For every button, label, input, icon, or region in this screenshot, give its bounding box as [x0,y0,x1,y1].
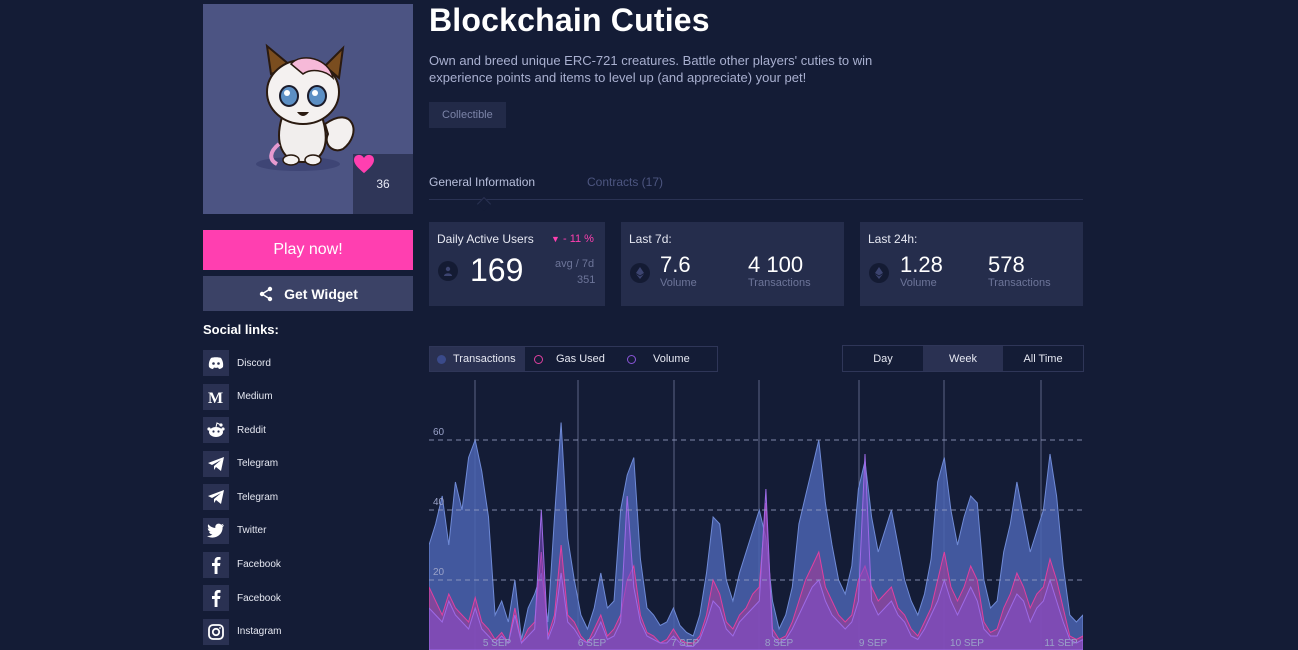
facebook-icon [203,585,229,612]
x-tick-label: 9 SEP [859,638,888,649]
range-all-time-button[interactable]: All Time [1023,352,1063,365]
last-24h-transactions-label: Transactions [988,277,1051,289]
trend-down-icon: ▼ [551,234,560,244]
social-link-telegram[interactable]: Telegram [203,450,281,477]
social-link-label: Facebook [237,592,281,604]
social-link-facebook[interactable]: Facebook [203,585,281,612]
social-link-label: Discord [237,357,271,369]
dau-avg-value: 351 [577,274,596,286]
social-link-telegram[interactable]: Telegram [203,484,281,511]
favorite-button[interactable]: 36 [353,154,413,214]
get-widget-button[interactable]: Get Widget [203,276,413,311]
activity-chart[interactable]: 20 40 60 5 SEP 6 SEP 7 SEP 8 SEP 9 SEP 10 SEP 11 … [429,380,1083,650]
game-description: Own and breed unique ERC-721 creatures. … [429,53,873,85]
facebook-icon [203,551,229,578]
x-tick-label: 6 SEP [578,638,607,649]
range-week-button[interactable]: Week [923,346,1003,371]
x-tick-label: 10 SEP [950,638,984,649]
social-links-heading: Social links: [203,322,279,337]
medium-icon: M [203,383,229,410]
twitter-icon [203,517,229,544]
series-area-volume [429,453,1083,650]
legend-label: Gas Used [556,353,605,365]
legend-gas-used-toggle[interactable]: Gas Used [527,347,605,371]
series-area-transactions [429,422,1083,650]
user-icon [438,261,458,281]
legend-label: Volume [653,353,690,365]
svg-text:M: M [208,390,223,404]
legend-label: Transactions [453,353,516,365]
dau-trend: ▼ - 11 % [551,233,594,245]
reddit-icon [203,417,229,444]
volume-dot-icon [627,354,636,364]
dau-value: 169 [470,252,524,288]
active-tab-indicator [476,196,492,212]
transactions-dot-icon [437,354,446,364]
telegram-icon [203,484,229,511]
y-tick-label: 40 [433,497,445,508]
chart-legend: Transactions Gas Used Volume [429,346,718,372]
last-24h-card: Last 24h: 1.28 Volume 578 Transactions [860,222,1083,306]
social-link-label: Instagram [237,626,282,638]
x-tick-label: 8 SEP [765,638,794,649]
daily-active-users-card: Daily Active Users ▼ - 11 % 169 avg / 7d… [429,222,605,306]
social-links-list: Discord M Medium Reddit Telegram Telegra… [203,350,281,650]
discord-icon [203,350,229,376]
x-tick-label: 5 SEP [483,638,512,649]
x-tick-label: 7 SEP [671,638,700,649]
tab-contracts[interactable]: Contracts (17) [587,175,664,189]
share-icon [259,286,273,301]
dau-label: Daily Active Users [437,232,534,246]
page-title: Blockchain Cuties [429,2,710,38]
social-link-label: Medium [237,391,273,403]
last-24h-volume: 1.28 [900,252,943,277]
y-tick-label: 20 [433,567,445,578]
last-24h-label: Last 24h: [868,232,918,246]
social-link-reddit[interactable]: Reddit [203,417,281,444]
legend-volume-toggle[interactable]: Volume [620,347,690,371]
like-count: 36 [376,177,390,191]
social-link-label: Facebook [237,559,281,571]
heart-icon [354,154,374,174]
legend-transactions-toggle[interactable]: Transactions [430,347,525,371]
social-link-label: Reddit [237,424,266,436]
last-24h-transactions: 578 [988,252,1025,277]
category-tag[interactable]: Collectible [429,102,506,128]
social-link-label: Telegram [237,458,279,470]
social-link-discord[interactable]: Discord [203,350,281,376]
cutie-character-image [256,43,355,171]
last-7d-transactions-label: Transactions [748,277,811,289]
last-7d-card: Last 7d: 7.6 Volume 4 100 Transactions [621,222,844,306]
last-7d-volume-label: Volume [660,277,697,289]
dau-trend-value: - 11 % [562,233,594,245]
social-link-facebook[interactable]: Facebook [203,551,281,578]
ethereum-icon [630,263,650,283]
dau-avg-label: avg / 7d [555,258,595,270]
instagram-icon [203,618,229,645]
gas-used-dot-icon [534,354,543,364]
last-7d-volume: 7.6 [660,252,691,277]
last-7d-label: Last 7d: [629,232,672,246]
tab-general-information[interactable]: General Information [429,175,536,189]
last-24h-volume-label: Volume [900,277,937,289]
telegram-icon [203,450,229,477]
play-now-button[interactable]: Play now! [203,230,413,270]
game-cover-image[interactable]: 36 [203,4,413,214]
last-7d-transactions: 4 100 [748,252,804,277]
x-tick-label: 11 SEP [1044,638,1077,649]
social-link-twitter[interactable]: Twitter [203,517,281,544]
range-day-button[interactable]: Day [873,352,893,365]
social-link-label: Twitter [237,525,267,537]
social-link-label: Telegram [237,491,279,503]
social-link-medium[interactable]: M Medium [203,383,281,410]
ethereum-icon [869,263,889,283]
time-range-selector: Day Week All Time [842,345,1084,372]
social-link-instagram[interactable]: Instagram [203,618,282,645]
info-tabs: General Information Contracts (17) [429,168,1083,212]
y-tick-label: 60 [433,427,445,438]
get-widget-label: Get Widget [284,285,358,302]
